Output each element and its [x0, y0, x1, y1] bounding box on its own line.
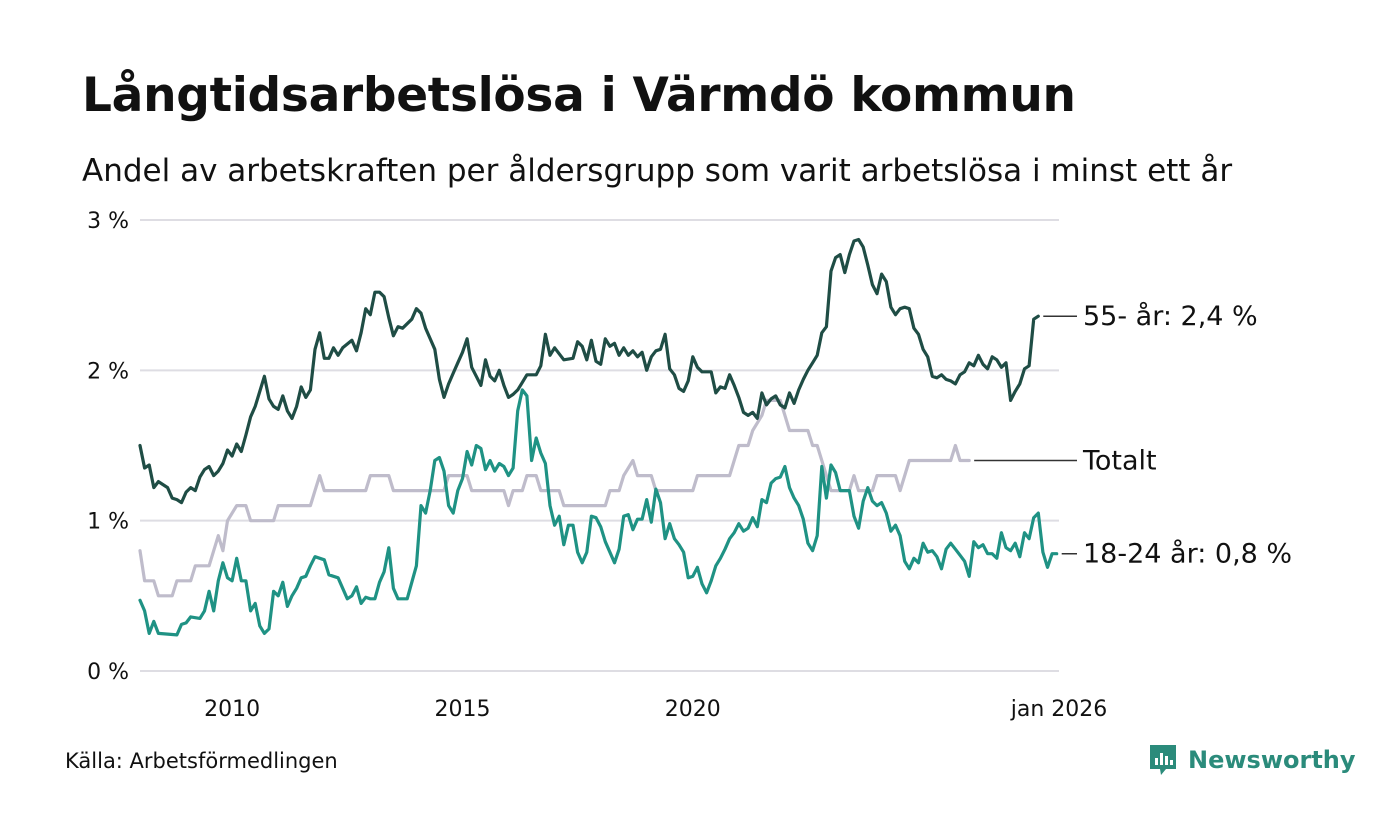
- y-tick-label: 0 %: [87, 660, 129, 685]
- gridlines: [140, 219, 1059, 672]
- series-end-label: Totalt: [1082, 446, 1157, 477]
- chart-title: Långtidsarbetslösa i Värmdö kommun: [82, 68, 1076, 123]
- newsworthy-brand: Newsworthy: [1148, 743, 1356, 777]
- x-tick-label: 2015: [434, 697, 490, 722]
- series-lines: [138, 237, 1059, 637]
- series-line-55-r: [138, 237, 1040, 505]
- series-end-label: 18-24 år: 0,8 %: [1083, 539, 1292, 570]
- y-axis: 0 % 1 % 2 % 3 %: [87, 209, 129, 685]
- y-tick-label: 1 %: [87, 510, 129, 535]
- series-end-labels: 55- år: 2,4 % Totalt 18-24 år: 0,8 %: [974, 301, 1292, 570]
- source-note: Källa: Arbetsförmedlingen: [65, 749, 338, 773]
- x-tick-label: jan 2026: [1010, 697, 1108, 722]
- x-tick-label: 2020: [665, 697, 721, 722]
- y-tick-label: 3 %: [87, 209, 129, 234]
- x-tick-label: 2010: [204, 697, 260, 722]
- series-line-totalt: [138, 398, 971, 598]
- y-tick-label: 2 %: [87, 359, 129, 384]
- brand-name: Newsworthy: [1188, 746, 1356, 774]
- chart-subtitle: Andel av arbetskraften per åldersgrupp s…: [82, 153, 1233, 189]
- x-axis: 2010 2015 2020 jan 2026: [204, 697, 1107, 722]
- series-line-18-24-r: [138, 388, 1059, 637]
- newsworthy-logo-icon: [1150, 745, 1176, 775]
- series-end-label: 55- år: 2,4 %: [1083, 301, 1258, 332]
